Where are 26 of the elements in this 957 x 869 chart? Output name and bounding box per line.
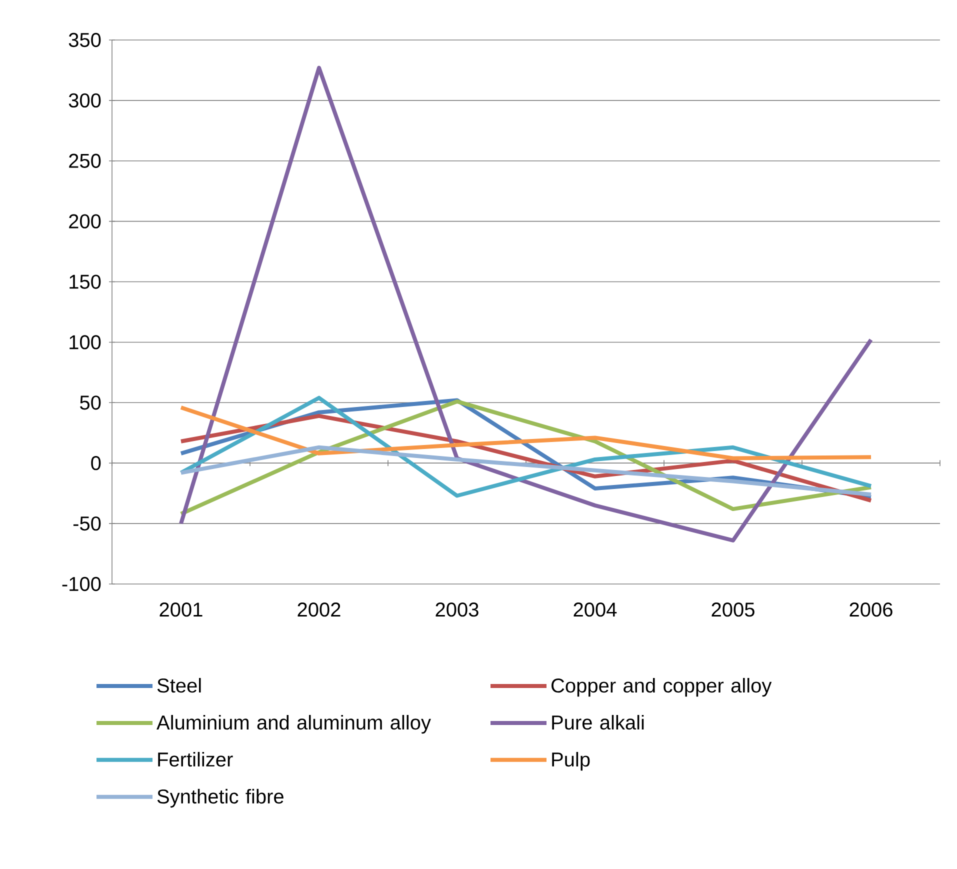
y-tick-label: 100 [70,335,101,350]
x-tick-label: 2006 [850,602,892,617]
y-tick-label: -100 [62,576,101,592]
y-tick-label: 200 [69,214,101,228]
y-tick-label: 0 [91,456,101,470]
legend-label: Pure alkali [552,714,644,730]
legend-label: Synthetic fibre [157,788,284,808]
y-tick-label: 150 [70,274,101,289]
x-tick-label: 2005 [712,602,754,617]
x-tick-label: 2003 [436,602,478,617]
line-series [179,66,874,542]
legend-label: Aluminium and aluminum alloy [156,714,431,734]
line-series [179,406,874,460]
x-tick-label: 2002 [298,602,340,617]
legend-label: Steel [157,678,201,693]
line-series [179,445,874,497]
y-tick-label: 350 [68,32,101,48]
y-tick-label: -50 [73,516,101,531]
y-tick-label: 300 [68,93,101,108]
y-tick-label: 50 [80,396,101,410]
legend-label: Copper and copper alloy [552,678,772,697]
x-tick-label: 2004 [574,602,617,617]
legend-label: Fertilizer [158,752,233,767]
y-tick-label: 250 [69,154,101,168]
legend-label: Pulp [552,752,590,771]
x-tick-label: 2001 [160,602,202,617]
